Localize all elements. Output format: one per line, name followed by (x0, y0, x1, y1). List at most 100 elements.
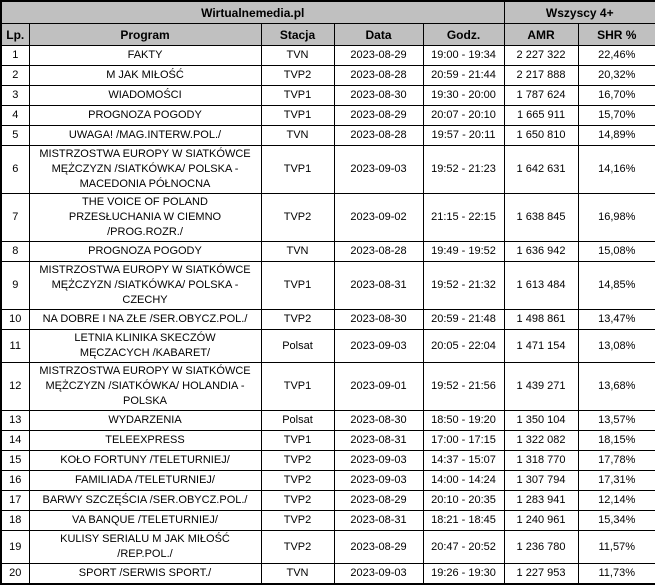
cell-shr: 20,32% (577, 65, 655, 86)
table-row: 14 TELEEXPRESS TVP1 2023-08-31 17:00 - 17:15… (0, 430, 655, 451)
cell-program: KOŁO FORTUNY /TELETURNIEJ/ (28, 450, 262, 471)
cell-godz: 19:30 - 20:00 (422, 85, 505, 106)
col-header-amr: AMR (503, 23, 579, 46)
cell-amr: 1 322 082 (503, 430, 579, 451)
cell-shr: 13,08% (577, 329, 655, 363)
cell-stacja: TVP2 (260, 193, 335, 242)
cell-stacja: TVP1 (260, 261, 335, 310)
cell-data: 2023-09-03 (333, 563, 424, 585)
cell-shr: 13,68% (577, 362, 655, 411)
cell-data: 2023-08-31 (333, 430, 424, 451)
cell-amr: 1 650 810 (503, 125, 579, 146)
col-header-stacja: Stacja (260, 23, 335, 46)
cell-godz: 19:57 - 20:11 (422, 125, 505, 146)
cell-godz: 20:05 - 22:04 (422, 329, 505, 363)
cell-program: UWAGA! /MAG.INTERW.POL./ (28, 125, 262, 146)
cell-program: MISTRZOSTWA EUROPY W SIATKÓWCE MĘŻCZYZN … (28, 261, 262, 310)
cell-amr: 1 236 780 (503, 530, 579, 564)
table-row: 11 LETNIA KLINIKA SKECZÓW MĘCZACYCH /KABA… (0, 329, 655, 363)
table-row: 7 THE VOICE OF POLAND PRZESŁUCHANIA W CIE… (0, 193, 655, 242)
cell-godz: 19:49 - 19:52 (422, 241, 505, 262)
cell-amr: 1 240 961 (503, 510, 579, 531)
cell-lp: 19 (0, 530, 30, 564)
cell-lp: 3 (0, 85, 30, 106)
cell-amr: 1 283 941 (503, 490, 579, 511)
cell-godz: 20:07 - 20:10 (422, 105, 505, 126)
table-row: 1 FAKTY TVN 2023-08-29 19:00 - 19:34 2 227 32… (0, 45, 655, 66)
cell-lp: 18 (0, 510, 30, 531)
cell-program: PROGNOZA POGODY (28, 241, 262, 262)
cell-data: 2023-08-28 (333, 241, 424, 262)
cell-data: 2023-09-02 (333, 193, 424, 242)
table-row: 15 KOŁO FORTUNY /TELETURNIEJ/TVP2 2023-09-… (0, 450, 655, 471)
cell-lp: 4 (0, 105, 30, 126)
table-row: 6 MISTRZOSTWA EUROPY W SIATKÓWCE MĘŻCZYZN… (0, 145, 655, 194)
cell-stacja: TVP2 (260, 450, 335, 471)
cell-data: 2023-09-03 (333, 450, 424, 471)
demo-group-header: Wszyscy 4+ (503, 0, 655, 24)
cell-godz: 20:10 - 20:35 (422, 490, 505, 511)
col-header-lp: Lp. (0, 23, 30, 46)
cell-godz: 19:52 - 21:23 (422, 145, 505, 194)
cell-amr: 1 665 911 (503, 105, 579, 126)
table-row: 12 MISTRZOSTWA EUROPY W SIATKÓWCE MĘŻCZYZ… (0, 362, 655, 411)
source-title: Wirtualnemedia.pl (0, 0, 505, 24)
cell-program: SPORT /SERWIS SPORT./ (28, 563, 262, 585)
cell-stacja: TVN (260, 45, 335, 66)
col-header-shr: SHR % (577, 23, 655, 46)
cell-lp: 8 (0, 241, 30, 262)
cell-stacja: TVP1 (260, 362, 335, 411)
cell-lp: 9 (0, 261, 30, 310)
cell-program: MISTRZOSTWA EUROPY W SIATKÓWCE MĘŻCZYZN … (28, 145, 262, 194)
cell-data: 2023-09-03 (333, 470, 424, 491)
column-header-row: Lp. Program Stacja Data Godz. AMR SHR % (0, 23, 655, 46)
cell-stacja: TVP1 (260, 85, 335, 106)
cell-shr: 18,15% (577, 430, 655, 451)
cell-godz: 20:47 - 20:52 (422, 530, 505, 564)
cell-shr: 16,70% (577, 85, 655, 106)
cell-lp: 14 (0, 430, 30, 451)
cell-amr: 1 638 845 (503, 193, 579, 242)
cell-amr: 1 613 484 (503, 261, 579, 310)
cell-shr: 13,47% (577, 309, 655, 330)
cell-godz: 19:00 - 19:34 (422, 45, 505, 66)
cell-shr: 15,70% (577, 105, 655, 126)
cell-shr: 14,85% (577, 261, 655, 310)
table-row: 18 VA BANQUE /TELETURNIEJ/TVP2 2023-08-31 1… (0, 510, 655, 531)
table-row: 13 WYDARZENIA Polsat 2023-08-30 18:50 - 19:2… (0, 410, 655, 431)
cell-program: VA BANQUE /TELETURNIEJ/ (28, 510, 262, 531)
cell-godz: 19:52 - 21:32 (422, 261, 505, 310)
cell-lp: 2 (0, 65, 30, 86)
cell-program: FAMILIADA /TELETURNIEJ/ (28, 470, 262, 491)
cell-data: 2023-08-28 (333, 125, 424, 146)
cell-amr: 1 636 942 (503, 241, 579, 262)
cell-program: M JAK MIŁOŚĆ (28, 65, 262, 86)
cell-shr: 22,46% (577, 45, 655, 66)
cell-godz: 20:59 - 21:44 (422, 65, 505, 86)
cell-lp: 12 (0, 362, 30, 411)
cell-godz: 21:15 - 22:15 (422, 193, 505, 242)
table-row: 4 PROGNOZA POGODY TVP1 2023-08-29 20:07 - 20… (0, 105, 655, 126)
cell-godz: 19:26 - 19:30 (422, 563, 505, 585)
cell-amr: 1 227 953 (503, 563, 579, 585)
col-header-godz: Godz. (422, 23, 505, 46)
table-body: 1 FAKTY TVN 2023-08-29 19:00 - 19:34 2 227 32… (0, 45, 655, 585)
cell-stacja: TVP2 (260, 490, 335, 511)
col-header-data: Data (333, 23, 424, 46)
cell-data: 2023-08-31 (333, 261, 424, 310)
cell-shr: 16,98% (577, 193, 655, 242)
cell-shr: 14,89% (577, 125, 655, 146)
cell-stacja: Polsat (260, 329, 335, 363)
cell-data: 2023-08-29 (333, 490, 424, 511)
cell-stacja: TVP1 (260, 145, 335, 194)
cell-data: 2023-08-29 (333, 105, 424, 126)
cell-data: 2023-08-30 (333, 309, 424, 330)
cell-stacja: TVP2 (260, 510, 335, 531)
cell-stacja: TVP2 (260, 65, 335, 86)
cell-data: 2023-08-30 (333, 410, 424, 431)
cell-program: MISTRZOSTWA EUROPY W SIATKÓWCE MĘŻCZYZN … (28, 362, 262, 411)
cell-lp: 7 (0, 193, 30, 242)
cell-stacja: TVP2 (260, 470, 335, 491)
cell-lp: 15 (0, 450, 30, 471)
